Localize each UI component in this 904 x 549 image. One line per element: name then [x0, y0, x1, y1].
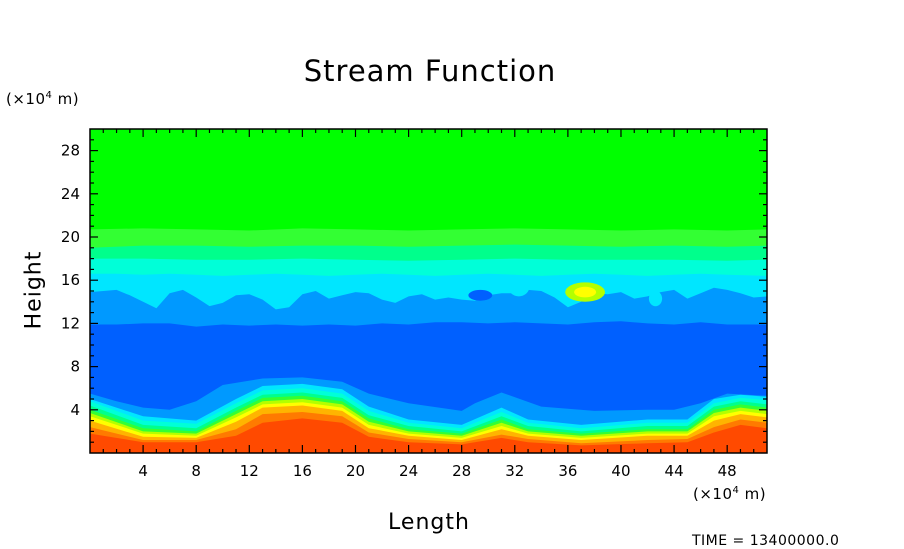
x-axis-label: Length	[388, 510, 470, 535]
x-unit-exponent: 4	[732, 485, 740, 496]
anomaly-32-15-level-1	[508, 277, 530, 297]
y-tick-label-24: 24	[61, 185, 80, 203]
y-unit-suffix: m)	[52, 90, 80, 108]
x-unit-prefix: (×10	[693, 485, 733, 503]
y-unit-exponent: 4	[45, 90, 53, 101]
chart-title: Stream Function	[303, 54, 557, 88]
contour-band-1	[90, 418, 767, 453]
y-tick-label-16: 16	[61, 271, 80, 289]
time-readout: TIME = 13400000.0	[692, 533, 840, 549]
x-tick-label-28: 28	[452, 462, 471, 480]
contour-anomaly-layer	[468, 277, 663, 307]
anomaly-42-14-level-1	[648, 291, 663, 307]
x-tick-label-16: 16	[293, 462, 312, 480]
x-tick-label-44: 44	[665, 462, 684, 480]
x-tick-label-24: 24	[399, 462, 418, 480]
y-tick-label-20: 20	[61, 228, 80, 246]
x-unit-suffix: m)	[739, 485, 767, 503]
x-tick-label-8: 8	[191, 462, 201, 480]
x-tick-label-4: 4	[138, 462, 148, 480]
x-tick-label-36: 36	[558, 462, 577, 480]
x-tick-label-12: 12	[240, 462, 259, 480]
x-axis-unit: (×104 m)	[693, 485, 766, 503]
x-tick-label-40: 40	[611, 462, 630, 480]
y-unit-prefix: (×10	[6, 90, 46, 108]
contour-fill-layer	[90, 129, 767, 453]
y-tick-label-28: 28	[61, 142, 80, 160]
x-tick-label-20: 20	[346, 462, 365, 480]
anomaly-36-15-level-2	[574, 286, 597, 298]
y-axis-unit: (×104 m)	[6, 90, 79, 108]
y-tick-label-8: 8	[70, 358, 80, 376]
y-tick-label-12: 12	[61, 314, 80, 332]
x-tick-label-32: 32	[505, 462, 524, 480]
y-tick-label-4: 4	[70, 401, 80, 419]
anomaly-30-14-level-1	[468, 289, 493, 301]
y-axis-label: Height	[21, 250, 47, 330]
x-tick-label-48: 48	[718, 462, 737, 480]
